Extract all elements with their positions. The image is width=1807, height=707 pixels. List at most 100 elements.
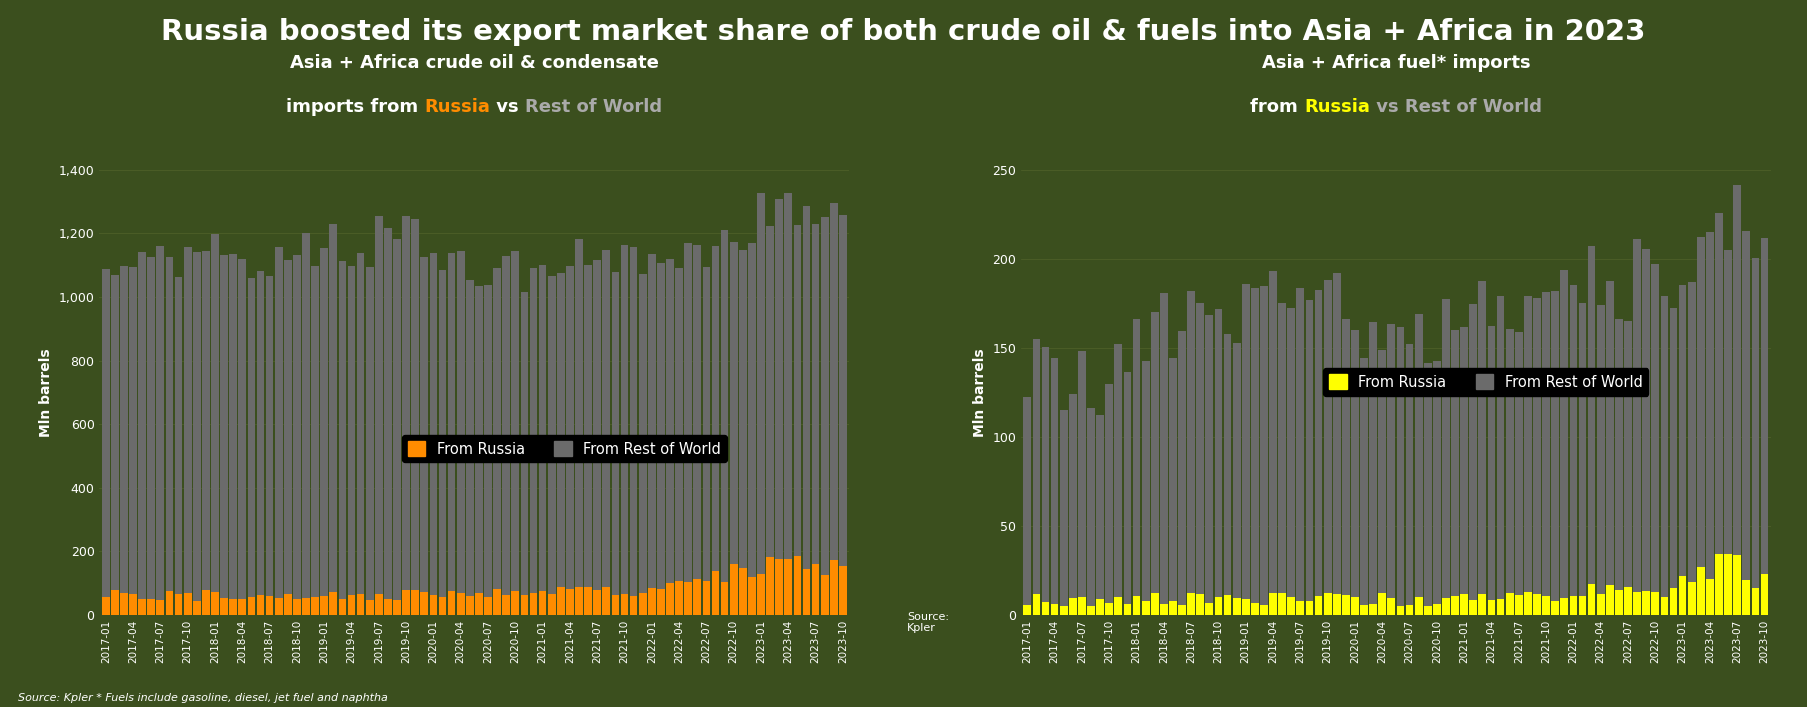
Bar <box>793 225 801 556</box>
Bar <box>1505 329 1514 593</box>
Bar <box>1196 303 1203 594</box>
Bar <box>193 600 201 615</box>
Bar <box>1532 595 1541 615</box>
Bar <box>640 274 647 593</box>
Bar <box>611 595 620 615</box>
Bar <box>658 589 665 615</box>
Bar <box>1379 350 1386 593</box>
Bar <box>739 568 746 615</box>
Bar <box>1106 384 1113 603</box>
Bar <box>1041 346 1050 602</box>
Bar <box>329 224 338 592</box>
Bar <box>385 228 392 599</box>
Bar <box>412 219 419 590</box>
Bar <box>1532 298 1541 595</box>
Bar <box>1460 595 1467 615</box>
Bar <box>239 259 246 599</box>
Bar <box>1406 604 1413 615</box>
Text: vs: vs <box>490 98 526 116</box>
Bar <box>1561 598 1568 615</box>
Bar <box>1106 603 1113 615</box>
Bar <box>584 588 593 615</box>
Bar <box>593 260 602 590</box>
Bar <box>1287 308 1296 597</box>
Bar <box>1232 598 1241 615</box>
Bar <box>766 226 773 557</box>
Bar <box>520 595 528 615</box>
Bar <box>1615 590 1623 615</box>
Bar <box>1070 597 1077 615</box>
Bar <box>475 286 482 593</box>
Bar <box>1496 296 1505 599</box>
Bar <box>1751 257 1760 588</box>
Bar <box>1142 361 1149 601</box>
Bar <box>529 268 537 592</box>
Bar <box>1315 596 1323 615</box>
Bar <box>484 285 492 597</box>
Bar <box>1652 592 1659 615</box>
Bar <box>148 599 155 615</box>
Bar <box>175 594 183 615</box>
Bar <box>811 224 820 563</box>
Bar <box>712 571 719 615</box>
Bar <box>202 252 210 590</box>
Bar <box>248 597 255 615</box>
Bar <box>157 246 164 600</box>
Bar <box>1388 324 1395 597</box>
Bar <box>1715 554 1722 615</box>
Y-axis label: Mln barrels: Mln barrels <box>972 348 987 437</box>
Bar <box>128 267 137 594</box>
Bar <box>730 242 737 564</box>
Bar <box>1724 554 1731 615</box>
Bar <box>1634 239 1641 592</box>
Bar <box>1315 290 1323 596</box>
Bar <box>1241 599 1250 615</box>
Bar <box>1361 605 1368 615</box>
Bar <box>1424 606 1431 615</box>
Bar <box>602 250 611 588</box>
Bar <box>593 590 602 615</box>
Bar <box>1232 343 1241 598</box>
Bar <box>676 581 683 615</box>
Bar <box>1352 329 1359 597</box>
Bar <box>548 595 555 615</box>
Bar <box>356 253 365 594</box>
Bar <box>1379 593 1386 615</box>
Bar <box>257 595 264 615</box>
Bar <box>1433 361 1440 604</box>
Bar <box>1487 600 1496 615</box>
Bar <box>374 594 383 615</box>
Bar <box>538 265 546 591</box>
Bar <box>1760 574 1769 615</box>
Bar <box>1306 300 1314 601</box>
Bar <box>694 245 701 579</box>
Bar <box>448 591 455 615</box>
Bar <box>1541 292 1550 595</box>
Text: Asia + Africa crude oil & condensate: Asia + Africa crude oil & condensate <box>289 54 660 71</box>
Bar <box>1061 410 1068 606</box>
Bar <box>1223 595 1231 615</box>
Bar <box>1370 322 1377 604</box>
Bar <box>611 271 620 595</box>
Bar <box>148 257 155 599</box>
Bar <box>1415 597 1422 615</box>
Text: Source:
Kpler: Source: Kpler <box>907 612 949 633</box>
Bar <box>284 259 291 594</box>
Bar <box>139 599 146 615</box>
Bar <box>721 582 728 615</box>
Bar <box>1151 312 1158 593</box>
Bar <box>184 593 192 615</box>
Bar <box>329 592 338 615</box>
Bar <box>347 266 356 595</box>
Bar <box>101 597 110 615</box>
Bar <box>439 597 446 615</box>
Bar <box>1606 281 1614 585</box>
Bar <box>1442 299 1449 598</box>
Bar <box>1661 597 1668 615</box>
Bar <box>1643 590 1650 615</box>
Bar <box>1178 332 1185 604</box>
Bar <box>502 257 510 595</box>
Bar <box>1424 363 1431 606</box>
Text: Russia: Russia <box>425 98 490 116</box>
Bar <box>1250 288 1259 603</box>
